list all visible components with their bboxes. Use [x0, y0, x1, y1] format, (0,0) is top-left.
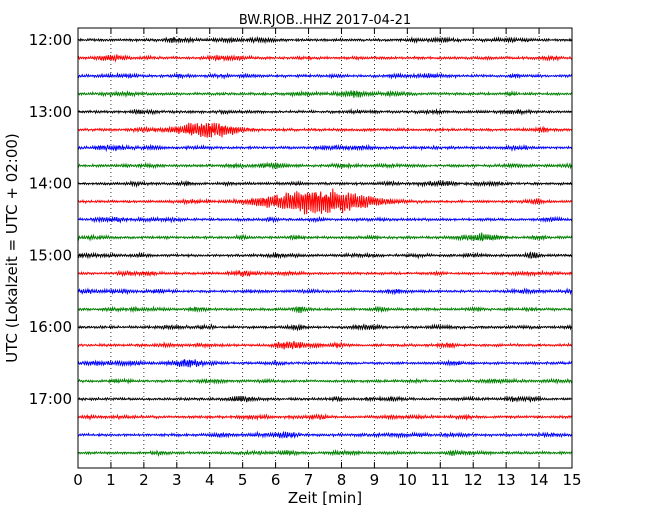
trace-1500 [77, 251, 573, 260]
y-tick-label: 12:00 [29, 31, 72, 49]
trace-1400 [77, 179, 573, 188]
x-tick-label: 3 [172, 471, 182, 489]
x-tick-label: 9 [370, 471, 380, 489]
chart-title: BW.RJOB..HHZ 2017-04-21 [239, 13, 411, 28]
x-tick-label: 6 [271, 471, 281, 489]
x-tick-label: 14 [530, 471, 549, 489]
x-tick-label: 15 [562, 471, 581, 489]
trace-1315 [77, 122, 573, 138]
x-tick-label: 12 [464, 471, 483, 489]
x-tick-label: 7 [304, 471, 314, 489]
plot-frame [77, 27, 573, 469]
trace-1715 [77, 413, 573, 422]
trace-1515 [77, 269, 573, 278]
x-tick-label: 13 [497, 471, 516, 489]
trace-1645 [77, 377, 573, 385]
trace-1245 [77, 89, 573, 98]
x-tick-label: 5 [238, 471, 248, 489]
x-tick-label: 2 [139, 471, 149, 489]
y-tick-label: 16:00 [29, 318, 72, 336]
trace-1700 [77, 395, 573, 403]
trace-1445 [77, 232, 573, 242]
trace-1430 [77, 215, 573, 224]
trace-1215 [77, 54, 573, 63]
trace-1545 [77, 305, 573, 314]
trace-1530 [77, 287, 573, 296]
y-tick-label: 13:00 [29, 103, 72, 121]
trace-1300 [77, 107, 573, 116]
x-tick-label: 8 [337, 471, 347, 489]
x-tick-label: 1 [106, 471, 116, 489]
x-tick-label: 11 [431, 471, 450, 489]
trace-1230 [77, 71, 573, 80]
x-tick-label: 0 [73, 471, 83, 489]
trace-1345 [77, 161, 573, 170]
trace-1600 [77, 323, 573, 332]
x-axis-ticks: 0 1 2 3 4 5 6 7 8 9 10 11 12 13 14 15 [73, 28, 582, 489]
trace-1415 [77, 188, 573, 215]
y-axis-label: UTC (Lokalzeit = UTC + 02:00) [3, 133, 21, 363]
trace-1730 [77, 430, 573, 440]
trace-1745 [77, 448, 573, 458]
trace-1330 [77, 143, 573, 153]
trace-1200 [77, 35, 573, 45]
x-axis-label: Zeit [min] [288, 489, 362, 507]
trace-1615 [77, 340, 573, 350]
y-tick-label: 17:00 [29, 390, 72, 408]
grid [110, 28, 540, 468]
x-tick-label: 10 [398, 471, 417, 489]
y-axis-ticks: 12:00 13:00 14:00 15:00 16:00 17:00 [29, 31, 572, 408]
traces [77, 35, 573, 458]
x-tick-label: 4 [205, 471, 215, 489]
trace-1630 [77, 359, 573, 368]
y-tick-label: 15:00 [29, 246, 72, 264]
y-tick-label: 14:00 [29, 175, 72, 193]
